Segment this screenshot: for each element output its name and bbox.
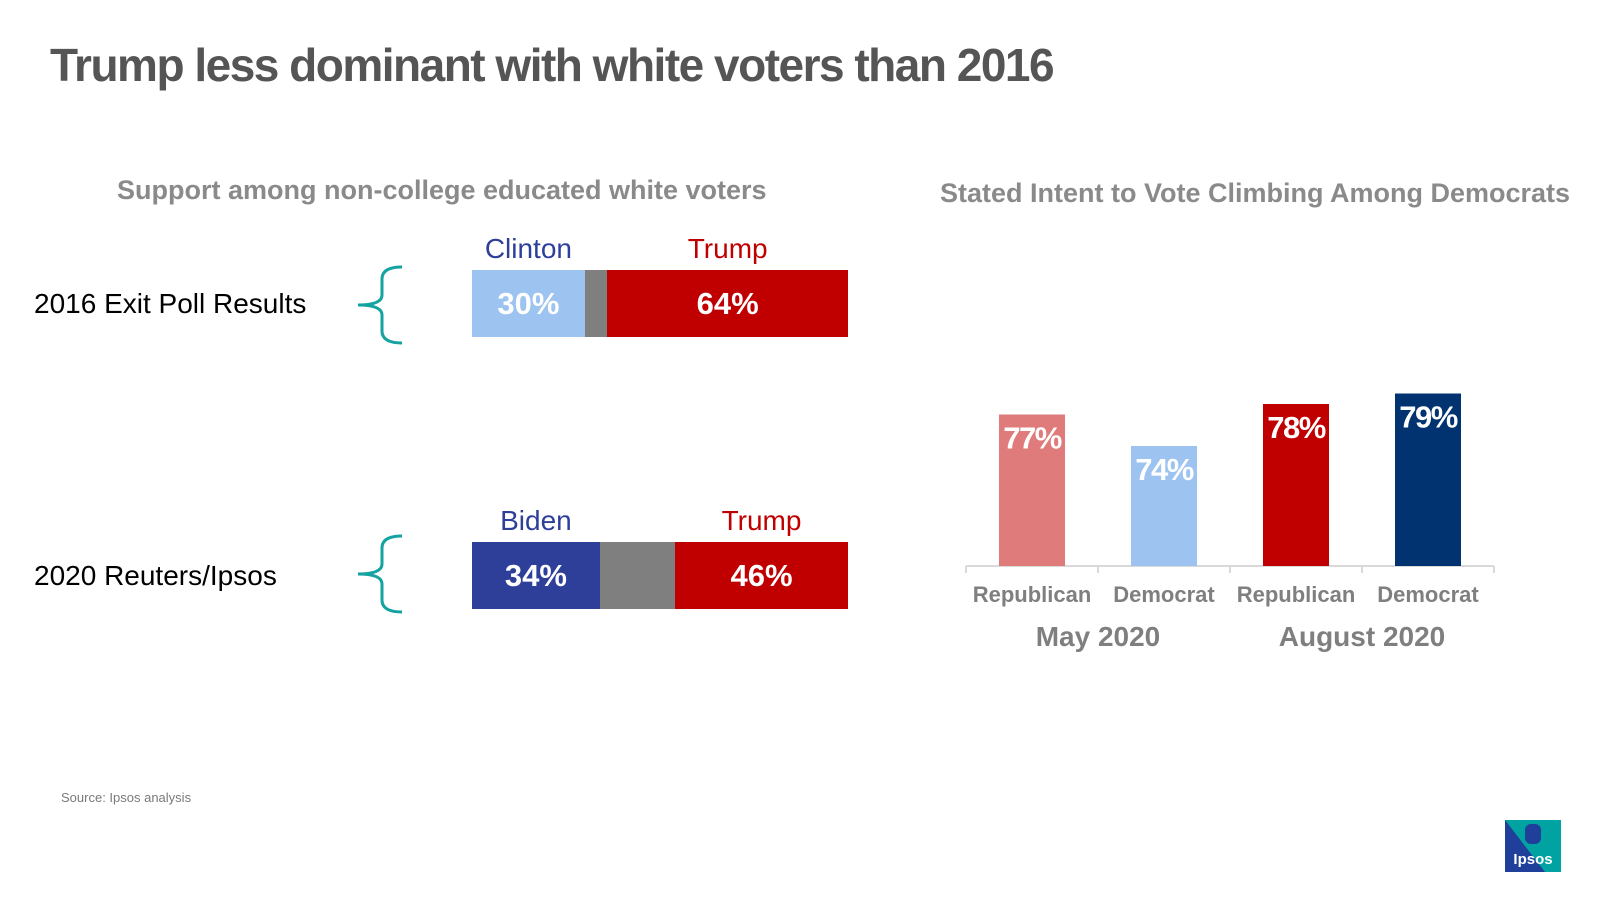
- right-chart-subtitle: Stated Intent to Vote Climbing Among Dem…: [940, 178, 1571, 208]
- group-label: May 2020: [1036, 621, 1161, 652]
- bar: [1131, 446, 1197, 566]
- bar-value-label: 78%: [1267, 410, 1325, 445]
- ipsos-logo: Ipsos: [1505, 820, 1561, 872]
- bar-value-label: 74%: [1135, 452, 1193, 487]
- row-label-2016: 2016 Exit Poll Results: [34, 288, 307, 319]
- bar-value-label: 79%: [1399, 400, 1457, 435]
- bar: [1395, 393, 1461, 566]
- category-label: Republican: [973, 582, 1092, 607]
- candidate-label: Trump: [687, 233, 768, 264]
- page-title: Trump less dominant with white voters th…: [50, 39, 1055, 91]
- bar: [1263, 404, 1329, 566]
- category-label: Democrat: [1377, 582, 1479, 607]
- category-label: Democrat: [1113, 582, 1215, 607]
- bar-segment: [599, 542, 676, 609]
- candidate-label: Trump: [721, 505, 802, 536]
- source-note: Source: Ipsos analysis: [61, 790, 192, 805]
- bar-segment: 30%: [472, 270, 585, 337]
- left-chart-subtitle: Support among non-college educated white…: [117, 175, 767, 205]
- candidate-label: Biden: [500, 505, 572, 536]
- logo-text: Ipsos: [1513, 851, 1552, 868]
- bar: [999, 414, 1065, 566]
- bar-value-label: 30%: [497, 285, 560, 321]
- bracket-icon: [357, 534, 403, 614]
- bar-value-label: 77%: [1003, 421, 1061, 456]
- category-label: Republican: [1237, 582, 1356, 607]
- vote-intent-bar-chart: 77% Republican 74% Democrat 78% Republican 79%…: [965, 393, 1495, 652]
- bar-segment: [584, 270, 608, 337]
- bracket-icon: [357, 265, 403, 345]
- candidate-label: Clinton: [484, 233, 572, 264]
- bar-segment: 34%: [472, 542, 600, 609]
- bar-segment: 46%: [675, 542, 848, 609]
- bar-value-label: 34%: [504, 557, 567, 593]
- group-label: August 2020: [1279, 621, 1446, 652]
- bar-segment: 64%: [607, 270, 848, 337]
- bar-value-label: 64%: [696, 285, 759, 321]
- row-label-2020: 2020 Reuters/Ipsos: [34, 560, 277, 591]
- bar-value-label: 46%: [730, 557, 793, 593]
